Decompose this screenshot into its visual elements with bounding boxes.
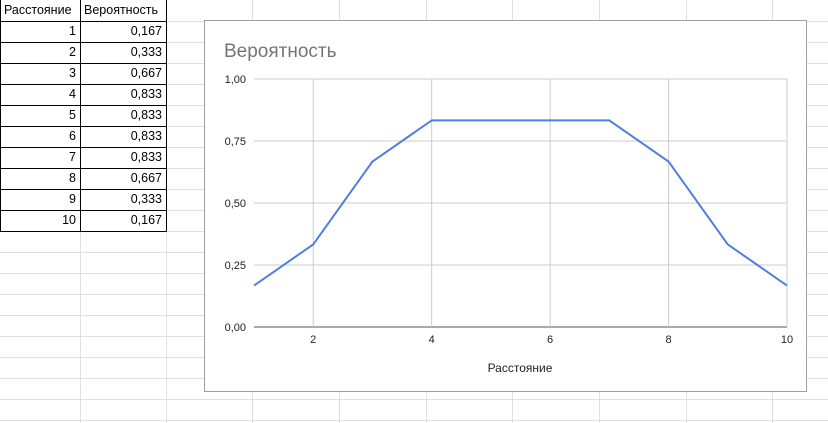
chart-panel[interactable]: Вероятность 0,00 0,25 0,50 0,75 1,00 2 4 6 8 10 … <box>204 20 807 392</box>
y-tick-label: 0,75 <box>225 136 246 148</box>
distance-cell[interactable]: 8 <box>69 171 76 185</box>
probability-cell[interactable]: 0,833 <box>130 87 162 101</box>
distance-cell[interactable]: 2 <box>69 45 76 59</box>
distance-cell[interactable]: 6 <box>69 129 76 143</box>
x-tick-label: 6 <box>547 334 553 346</box>
distance-cell[interactable]: 9 <box>69 192 76 206</box>
distance-cell[interactable]: 7 <box>69 150 76 164</box>
probability-cell[interactable]: 0,333 <box>130 45 162 59</box>
y-tick-labels: 0,00 0,25 0,50 0,75 1,00 <box>225 74 246 334</box>
y-tick-label: 0,50 <box>225 198 246 210</box>
series-line[interactable] <box>253 119 788 287</box>
x-tick-label: 10 <box>781 334 793 346</box>
column-header-cell[interactable]: Вероятность <box>84 3 159 17</box>
x-tick-label: 8 <box>665 334 671 346</box>
x-tick-labels: 2 4 6 8 10 <box>310 334 793 346</box>
probability-cell[interactable]: 0,667 <box>130 66 162 80</box>
probability-cell[interactable]: 0,833 <box>130 108 162 122</box>
chart-title: Вероятность <box>224 41 337 62</box>
probability-cell[interactable]: 0,833 <box>130 150 162 164</box>
distance-cell[interactable]: 5 <box>69 108 76 122</box>
probability-cell[interactable]: 0,167 <box>130 24 162 38</box>
distance-cell[interactable]: 3 <box>69 66 76 80</box>
distance-cell[interactable]: 4 <box>69 87 76 101</box>
x-axis-label: Расстояние <box>488 361 553 375</box>
y-tick-label: 0,25 <box>225 260 246 272</box>
probability-cell[interactable]: 0,833 <box>130 129 162 143</box>
series-group <box>253 119 788 287</box>
probability-cell[interactable]: 0,333 <box>130 192 162 206</box>
y-tick-label: 0,00 <box>225 322 246 334</box>
y-tick-label: 1,00 <box>225 74 246 86</box>
x-tick-label: 4 <box>429 334 435 346</box>
x-tick-label: 2 <box>310 334 316 346</box>
distance-cell[interactable]: 10 <box>62 213 76 227</box>
probability-cell[interactable]: 0,667 <box>130 171 162 185</box>
probability-cell[interactable]: 0,167 <box>130 213 162 227</box>
line-chart: Вероятность 0,000,250,500,751,00 2 4 6 8 10 … <box>224 41 793 375</box>
table-borders <box>0 0 167 232</box>
column-header-cell[interactable]: Расстояние <box>4 3 72 17</box>
chart-gridlines <box>254 78 788 328</box>
distance-cell[interactable]: 1 <box>69 24 76 38</box>
